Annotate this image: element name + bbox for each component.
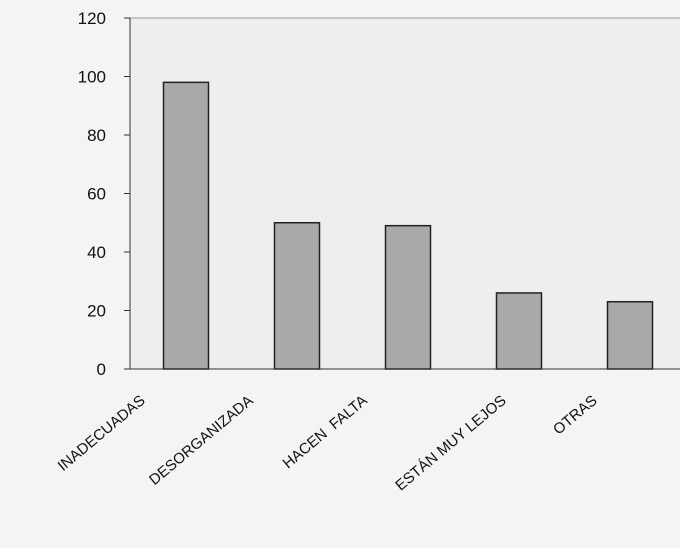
bar-5 [606, 300, 654, 370]
y-ticks-group: 0 20 40 60 80 100 120 [78, 9, 130, 379]
x-category-label: HACEN FALTA [280, 392, 371, 472]
bar-1 [162, 81, 210, 370]
bar-2 [273, 222, 321, 370]
x-category-label: OTRAS [550, 392, 601, 438]
y-tick-label: 120 [78, 9, 106, 28]
x-category-label: INADECUADAS [55, 392, 149, 475]
y-tick-label: 80 [87, 126, 106, 145]
y-tick-label: 60 [87, 185, 106, 204]
y-tick-label: 20 [87, 302, 106, 321]
bar-4 [495, 292, 543, 370]
bar-3 [384, 224, 432, 370]
x-category-label: DESORGANIZADA [146, 392, 257, 489]
y-tick-label: 0 [97, 360, 106, 379]
y-tick-label: 100 [78, 68, 106, 87]
y-tick-label: 40 [87, 243, 106, 262]
x-category-label: ESTÁN MUY LEJOS [392, 392, 509, 494]
